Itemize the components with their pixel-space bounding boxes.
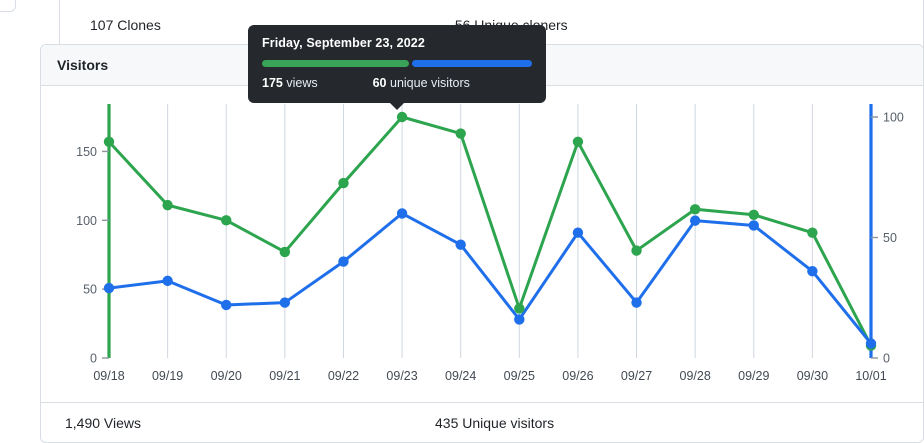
- x-axis-label-09/20: 09/20: [211, 369, 242, 383]
- x-axis-label-09/23: 09/23: [386, 369, 417, 383]
- unique-visitors-total: 435 Unique visitors: [435, 414, 555, 431]
- x-axis-label-09/22: 09/22: [328, 369, 359, 383]
- tooltip-views-bar: [262, 60, 410, 67]
- x-axis-label-09/19: 09/19: [152, 369, 183, 383]
- tooltip-unique-label: unique visitors: [390, 76, 470, 90]
- right-axis-label-50: 50: [883, 231, 897, 245]
- data-point-unique-visitors-09/28[interactable]: [689, 215, 701, 226]
- data-point-unique-visitors-09/18[interactable]: [103, 282, 115, 294]
- data-point-views-09/29[interactable]: [748, 209, 759, 220]
- data-point-unique-visitors-09/29[interactable]: [748, 220, 759, 231]
- x-axis-label-09/26: 09/26: [562, 369, 593, 383]
- data-point-views-09/19[interactable]: [162, 199, 173, 211]
- x-axis-label-10/01: 10/01: [855, 369, 886, 383]
- data-point-views-09/28[interactable]: [689, 204, 701, 215]
- visitors-line-chart[interactable]: 0 50 100 150 0 50 100 09/18 09/19 09/20 09/21 09/22…: [41, 86, 923, 402]
- data-point-unique-visitors-09/22[interactable]: [338, 256, 349, 267]
- data-point-views-09/26[interactable]: [572, 136, 584, 147]
- x-axis-label-09/24: 09/24: [445, 369, 476, 383]
- series-line-views: [107, 115, 873, 348]
- x-axis-label-09/27: 09/27: [621, 369, 652, 383]
- left-axis-label-0: 0: [90, 352, 97, 366]
- views-total: 1,490 Views: [65, 414, 142, 431]
- data-point-views-09/22[interactable]: [338, 177, 349, 189]
- data-point-unique-visitors-09/19[interactable]: [162, 275, 173, 287]
- data-point-unique-visitors-09/21[interactable]: [279, 297, 291, 308]
- tooltip-unique-number: 60: [372, 76, 387, 90]
- x-axis-label-09/25: 09/25: [504, 369, 535, 383]
- data-point-unique-visitors-09/26[interactable]: [572, 227, 584, 238]
- data-point-unique-visitors-09/25[interactable]: [514, 314, 525, 325]
- x-axis-label-09/21: 09/21: [269, 369, 300, 383]
- tooltip-unique-bar: [412, 60, 532, 67]
- tooltip-views-value: 175 views: [262, 76, 318, 90]
- data-point-unique-visitors-10/01[interactable]: [865, 338, 877, 349]
- tooltip-views-number: 175: [262, 76, 283, 90]
- series-line-unique-visitors: [107, 211, 873, 346]
- tooltip-bars: [262, 60, 532, 67]
- tooltip-arrow: [389, 102, 405, 110]
- data-point-unique-visitors-09/27[interactable]: [631, 297, 642, 308]
- chart-tooltip: Friday, September 23, 2022 175 views 60 …: [248, 25, 546, 110]
- visitors-card: Visitors 0 50 100 150 0 50 100 09/18 09/19 09/20 0…: [40, 44, 924, 443]
- data-point-views-09/27[interactable]: [631, 245, 642, 256]
- page-edge-decoration: [0, 0, 16, 12]
- tooltip-unique-value: 60 unique visitors: [373, 76, 470, 90]
- left-axis-label-50: 50: [83, 283, 97, 297]
- clones-total: 107 Clones: [90, 17, 161, 33]
- x-axis-label-09/29: 09/29: [738, 369, 769, 383]
- data-point-unique-visitors-09/24[interactable]: [455, 239, 466, 250]
- data-point-views-09/25[interactable]: [514, 303, 525, 314]
- page-title: Visitors: [57, 57, 109, 73]
- tooltip-views-label: views: [286, 76, 318, 90]
- x-axis-label-09/28: 09/28: [680, 369, 711, 383]
- tooltip-values: 175 views 60 unique visitors: [262, 76, 532, 90]
- data-point-views-09/18[interactable]: [103, 136, 115, 147]
- data-point-views-09/21[interactable]: [279, 246, 291, 258]
- data-point-views-09/20[interactable]: [221, 215, 232, 226]
- right-axis-label-100: 100: [883, 111, 904, 125]
- x-axis-label-09/18: 09/18: [93, 369, 124, 383]
- data-point-unique-visitors-09/20[interactable]: [221, 299, 232, 311]
- data-point-views-09/24[interactable]: [455, 128, 466, 139]
- left-axis-label-150: 150: [76, 145, 97, 159]
- visitors-card-footer: 1,490 Views 435 Unique visitors: [41, 402, 923, 442]
- visitors-chart-area[interactable]: 0 50 100 150 0 50 100 09/18 09/19 09/20 09/21 09/22…: [41, 86, 923, 402]
- tooltip-date: Friday, September 23, 2022: [262, 36, 425, 50]
- data-point-unique-visitors-09/30[interactable]: [807, 266, 818, 277]
- left-axis-label-100: 100: [76, 214, 97, 228]
- x-axis-label-09/30: 09/30: [797, 369, 828, 383]
- right-axis-label-0: 0: [883, 352, 890, 366]
- data-point-views-09/30[interactable]: [807, 227, 818, 238]
- data-point-unique-visitors-09/23[interactable]: [396, 208, 408, 219]
- data-point-views-09/23[interactable]: [396, 111, 408, 123]
